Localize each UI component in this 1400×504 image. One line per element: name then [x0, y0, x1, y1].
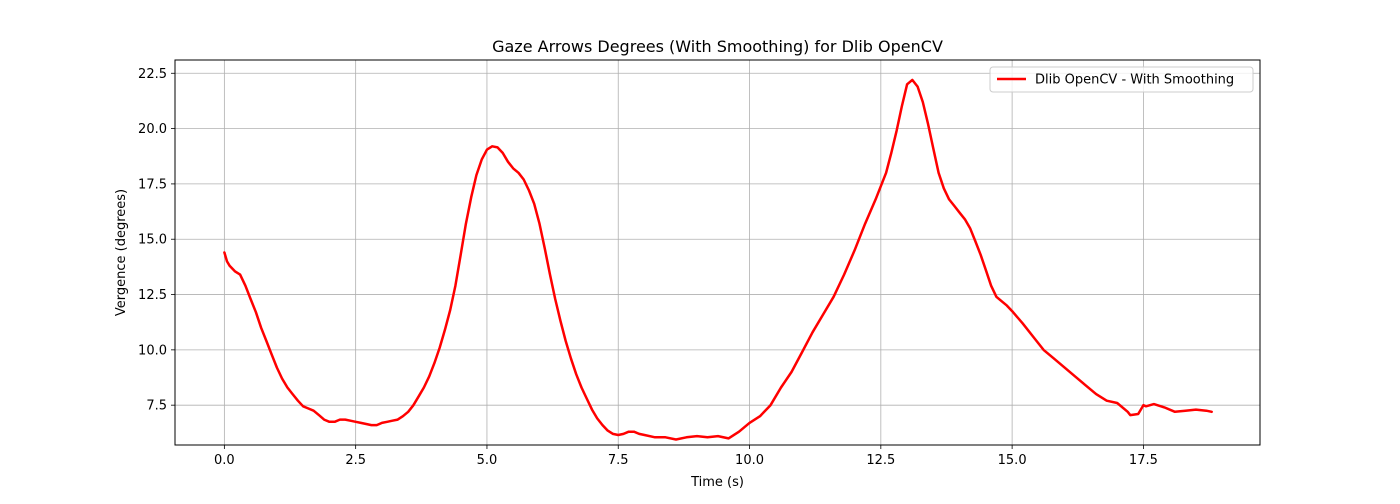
x-tick-label: 7.5 [608, 453, 629, 468]
y-tick-label: 10.0 [138, 343, 167, 358]
x-axis-label: Time (s) [690, 475, 744, 490]
x-tick-label: 0.0 [214, 453, 235, 468]
chart-title: Gaze Arrows Degrees (With Smoothing) for… [492, 37, 943, 56]
x-tick-label: 15.0 [998, 453, 1027, 468]
x-tick-label: 2.5 [345, 453, 366, 468]
x-axis-ticks: 0.0 2.5 5.0 7.5 10.0 12.5 15.0 17.5 [214, 445, 1158, 468]
y-tick-label: 15.0 [138, 233, 167, 248]
y-tick-label: 17.5 [138, 177, 167, 192]
plot-frame [174, 59, 1261, 446]
legend-box [989, 66, 1254, 93]
y-tick-label: 7.5 [146, 399, 167, 414]
grid [175, 60, 1260, 445]
y-tick-label: 20.0 [138, 122, 167, 137]
x-tick-label: 5.0 [477, 453, 498, 468]
x-tick-label: 10.0 [735, 453, 764, 468]
y-axis-ticks: 7.5 10.0 12.5 15.0 17.5 20.0 22.5 [138, 67, 175, 414]
series-line [223, 78, 1213, 441]
x-tick-label: 17.5 [1129, 453, 1158, 468]
series-lines [223, 78, 1213, 441]
y-tick-label: 12.5 [138, 288, 167, 303]
x-tick-label: 12.5 [866, 453, 895, 468]
y-axis-label: Vergence (degrees) [114, 189, 129, 316]
y-tick-label: 22.5 [138, 67, 167, 82]
legend: Dlib OpenCV - With Smoothing [989, 66, 1254, 93]
legend-label: Dlib OpenCV - With Smoothing [1035, 73, 1234, 88]
